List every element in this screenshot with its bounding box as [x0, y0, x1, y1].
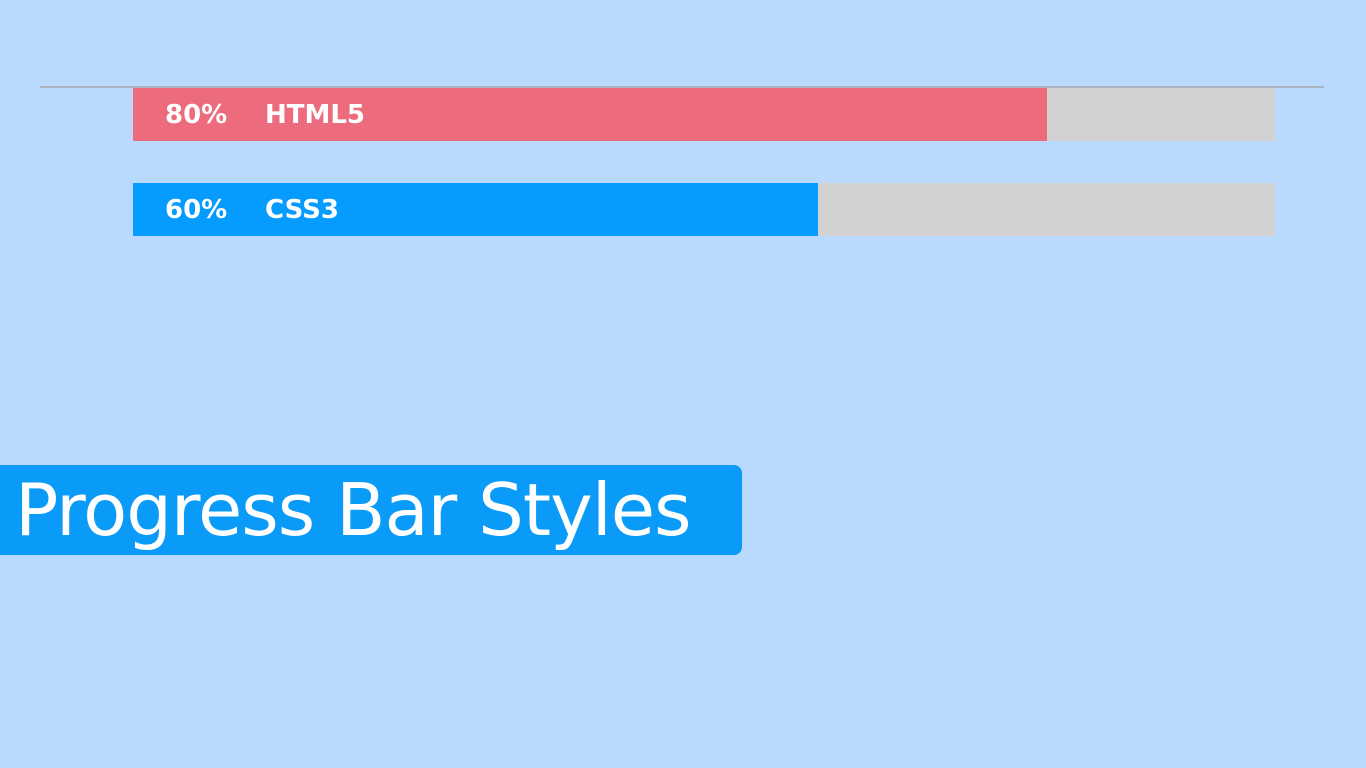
progress-label-group: 80% HTML5: [165, 88, 365, 141]
progress-bar-css3: 60% CSS3: [133, 183, 1275, 236]
progress-fill: [133, 183, 819, 236]
title-banner: Progress Bar Styles: [0, 465, 742, 555]
progress-bar-html5: 80% HTML5: [133, 88, 1275, 141]
progress-label-group: 60% CSS3: [165, 183, 339, 236]
progress-percent: 80%: [165, 99, 228, 130]
page-title: Progress Bar Styles: [15, 468, 692, 552]
top-divider: [40, 86, 1324, 88]
progress-bar-list: 80% HTML5 60% CSS3: [133, 88, 1275, 278]
progress-fill: [133, 88, 1047, 141]
progress-percent: 60%: [165, 194, 228, 225]
progress-skill-label: HTML5: [265, 99, 366, 130]
progress-skill-label: CSS3: [265, 194, 339, 225]
